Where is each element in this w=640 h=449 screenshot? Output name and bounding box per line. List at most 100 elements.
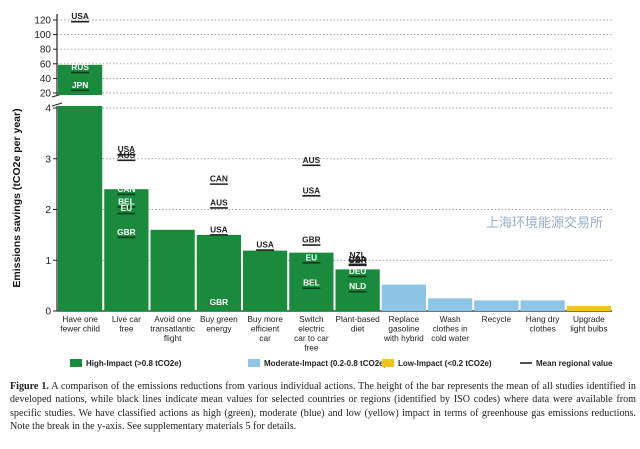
bar-7 [381,284,426,311]
country-label-rus: RUS [71,62,89,72]
country-label-usa: USA [71,11,89,21]
country-label-bel: BEL [303,278,320,288]
category-label: Switch electric car to car free [294,314,329,353]
country-label-gbr: GBR [302,235,320,245]
country-label-aus: AUS [210,197,228,207]
legend: High-Impact (>0.8 tCO2e) Moderate-Impact … [70,359,613,368]
category-label-line: Avoid one [154,314,191,324]
country-label-gbr: GBR [210,297,228,307]
country-label-eu: EU [121,203,133,213]
category-label-line: light bulbs [570,324,607,334]
category-label-line: Buy green [200,314,238,324]
axis-break-mark [51,102,63,107]
country-label-usa: USA [256,240,274,250]
y-axis-label: Emissions savings (tCO2e per year) [11,108,23,287]
y-tick-label: 120 [34,16,51,27]
bar-0 [58,106,103,311]
country-label-usa: USA [349,254,367,264]
category-label-line: free [304,343,319,353]
bar-3 [196,234,241,311]
category-label-line: car [259,333,271,343]
country-label-aus: AUS [303,155,321,165]
country-label-aus: AUS [118,150,136,160]
country-label-bel: BEL [118,196,135,206]
category-label: Avoid one transatlantic flight [150,314,195,343]
country-label-jpn: JPN [72,80,88,90]
bar-4 [243,250,288,311]
category-label-line: Buy more [247,314,283,324]
category-label-line: energy [206,324,232,334]
country-label-usa: USA [303,185,321,195]
category-label: Have one fewer child [60,314,100,334]
category-label: Replace gasoline with hybrid [383,314,424,343]
category-label-line: clothes in [433,324,468,334]
category-label: Plant-based diet [335,314,380,334]
category-label: Recycle [482,314,512,324]
category-label-line: Upgrade [573,314,605,324]
category-label-line: efficient [251,324,280,334]
category-label-line: gasoline [388,324,419,334]
category-label-line: electric [298,324,324,334]
country-label-usa: USA [210,224,228,234]
bar-1 [104,189,149,311]
country-label-nld: NLD [349,281,366,291]
country-label-nzl: NZL [350,250,366,260]
category-label-line: diet [351,324,365,334]
category-label-line: cold water [431,333,469,343]
category-label-line: Replace [389,314,420,324]
y-tick-label: 60 [40,59,52,70]
y-tick-label: 4 [45,104,51,115]
category-label-line: Plant-based [335,314,380,324]
category-label-line: free [119,324,134,334]
bar-11 [566,305,611,311]
legend-label: Mean regional value [536,359,613,368]
legend-label: High-Impact (>0.8 tCO2e) [86,359,182,368]
legend-swatch [248,359,260,367]
country-label-eu: EU [306,252,318,262]
category-label: Wash clothes in cold water [431,314,469,343]
country-label-can: CAN [210,174,228,184]
chart-axes: 20 40 60 80 100 120 0 1 2 3 4 [34,14,612,318]
y-tick-label: 3 [45,154,51,165]
category-label-line: Live car [112,314,141,324]
y-tick-label: 1 [45,256,51,267]
country-label-gbr: GBR [348,255,366,265]
category-label-line: flight [164,333,182,343]
legend-swatch [382,359,394,367]
country-label-gbr: GBR [117,227,135,237]
caption-label: Figure 1. [10,381,49,392]
bar-10 [520,300,565,311]
y-tick-label: 0 [45,307,51,318]
watermark: 上海环境能源交易所 [486,215,603,231]
y-tick-label: 2 [45,205,51,216]
y-tick-label: 40 [40,74,52,85]
bars-group [58,64,611,311]
category-label-line: transatlantic [150,324,195,334]
figure-caption: Figure 1. A comparison of the emissions … [10,380,636,434]
category-label-line: Wash [440,314,461,324]
category-label: Hang dry clothes [526,314,561,334]
country-label-usa: USA [118,144,136,154]
category-label-line: Recycle [482,314,512,324]
category-label: Live car free [112,314,141,334]
legend-label: Low-Impact (<0.2 tCO2e) [398,359,492,368]
category-label-line: Have one [62,314,98,324]
category-label-line: car to car [294,333,329,343]
legend-label: Moderate-Impact (0.2-0.8 tCO2e) [264,359,387,368]
y-tick-label: 100 [34,30,51,41]
category-label-line: clothes [529,324,555,334]
y-tick-label: 80 [40,45,52,56]
bar-2 [150,229,195,311]
bar-8 [428,298,473,311]
legend-swatch [70,359,82,367]
caption-text: A comparison of the emissions reductions… [10,381,636,433]
category-label-line: fewer child [60,324,100,334]
category-label: Upgrade light bulbs [570,314,607,334]
category-label: Buy more efficient car [247,314,283,343]
category-label-line: with hybrid [383,333,424,343]
category-label-line: Hang dry [526,314,561,324]
category-label-line: Switch [299,314,324,324]
country-label-deu: DEU [349,266,367,276]
bar-9 [474,300,519,311]
